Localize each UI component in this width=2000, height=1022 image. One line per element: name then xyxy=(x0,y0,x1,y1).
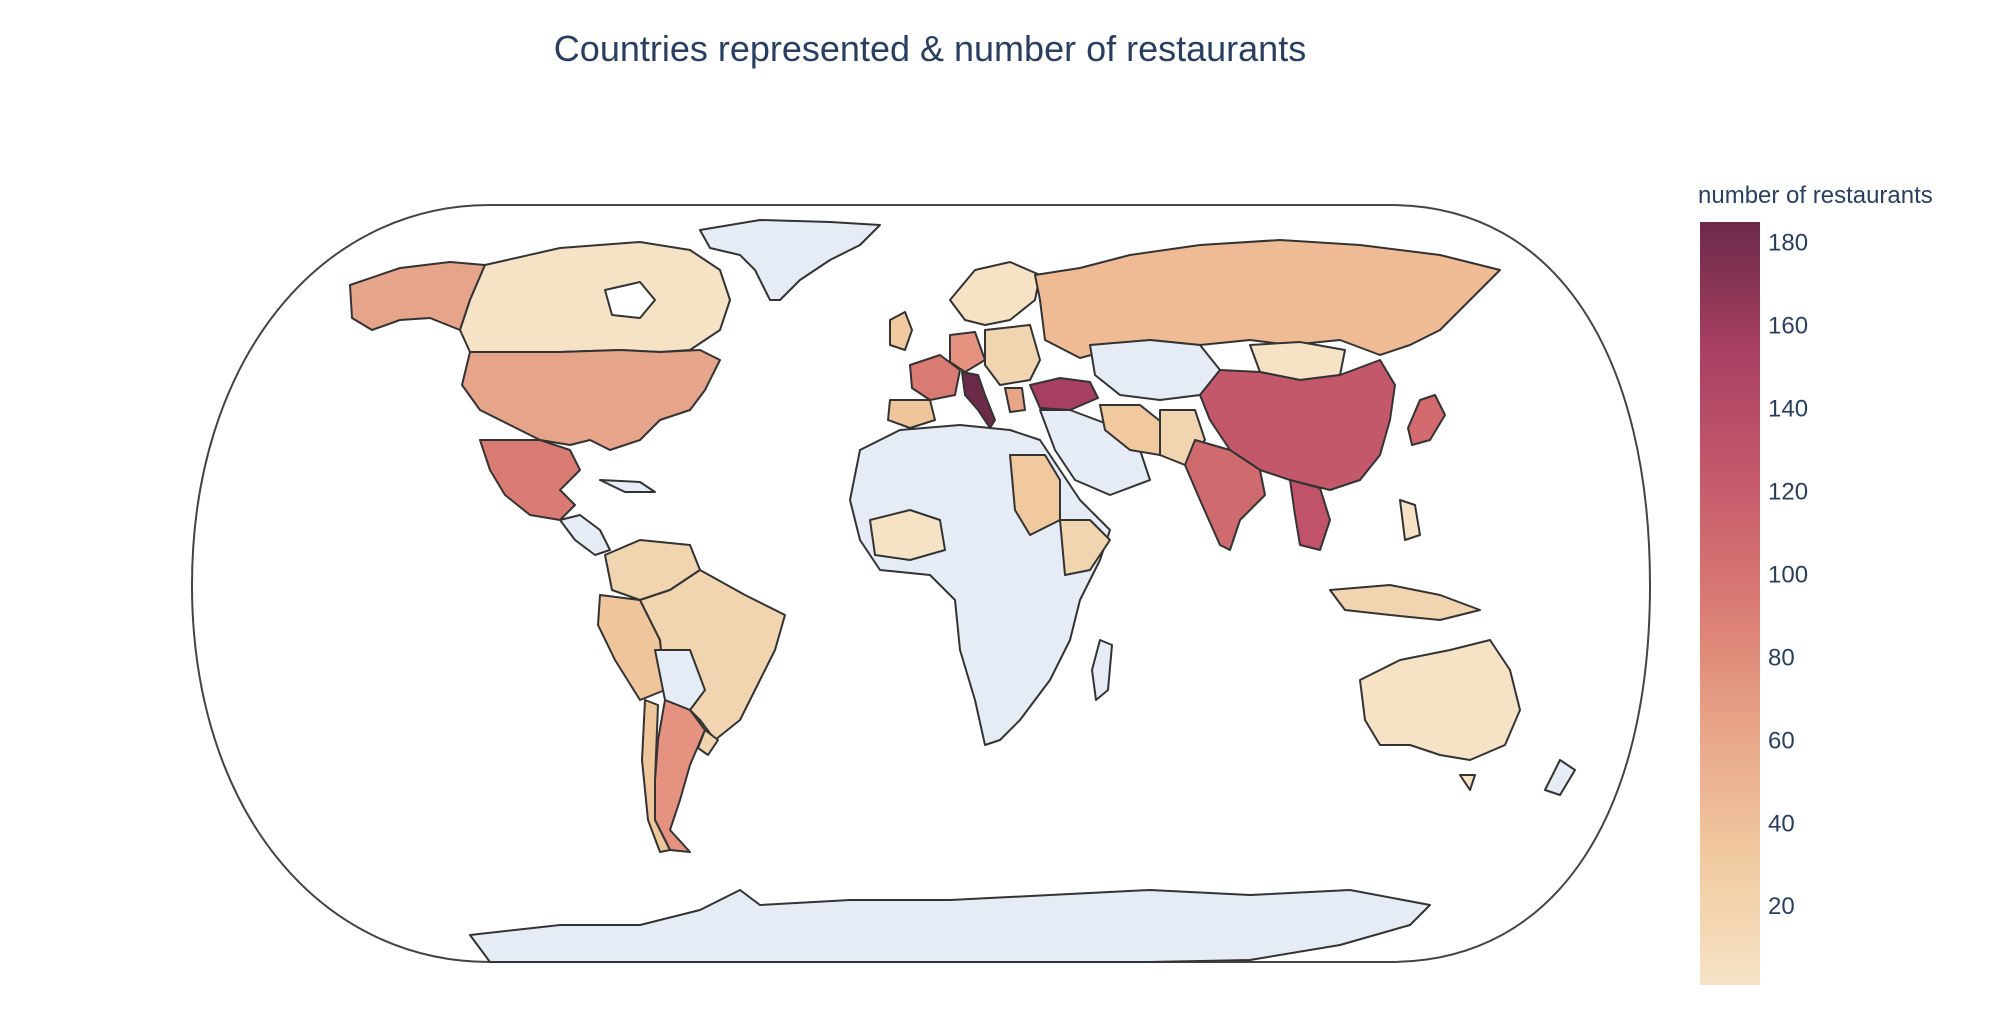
country-tasmania[interactable] xyxy=(1459,774,1476,791)
country-indonesia[interactable] xyxy=(1329,584,1481,621)
colorbar-gradient xyxy=(1700,222,1760,985)
country-france[interactable] xyxy=(909,354,961,401)
country-ethiopia[interactable] xyxy=(1059,519,1111,576)
country-greenland[interactable] xyxy=(699,219,881,301)
hudson-bay xyxy=(604,281,656,319)
country-eastern-europe[interactable] xyxy=(984,324,1041,386)
colorbar-title: number of restaurants xyxy=(1698,182,1933,209)
colorbar-tick-label: 80 xyxy=(1768,644,1795,671)
colorbar-tick-label: 140 xyxy=(1768,396,1808,423)
colorbar-tick-label: 60 xyxy=(1768,727,1795,754)
country-mexico[interactable] xyxy=(479,439,581,521)
country-middle-east[interactable] xyxy=(1039,409,1151,496)
country-india[interactable] xyxy=(1184,439,1266,551)
country-united-kingdom[interactable] xyxy=(889,311,913,351)
country-philippines[interactable] xyxy=(1399,499,1421,541)
chart-title: Countries represented & number of restau… xyxy=(553,28,1307,69)
country-cuba[interactable] xyxy=(599,479,656,493)
country-germany[interactable] xyxy=(949,331,986,373)
country-united-states[interactable] xyxy=(461,349,721,451)
country-new-zealand[interactable] xyxy=(1544,759,1576,796)
country-greece[interactable] xyxy=(1004,387,1026,413)
country-west-africa[interactable] xyxy=(869,509,946,561)
country-spain[interactable] xyxy=(887,399,936,429)
country-thailand[interactable] xyxy=(1289,479,1331,551)
colorbar-tick-label: 160 xyxy=(1768,313,1808,340)
country-italy[interactable] xyxy=(961,371,996,429)
country-japan[interactable] xyxy=(1407,394,1446,446)
country-australia[interactable] xyxy=(1359,639,1521,761)
country-bolivia[interactable] xyxy=(654,649,706,711)
antarctica[interactable] xyxy=(469,889,1431,963)
colorbar-tick-label: 40 xyxy=(1768,810,1795,837)
country-madagascar[interactable] xyxy=(1091,639,1113,701)
colorbar-ticks: 20 40 60 80 100 120 140 160 180 xyxy=(1768,230,1808,920)
colorbar-tick-label: 120 xyxy=(1768,479,1808,506)
colorbar-tick-label: 180 xyxy=(1768,230,1808,257)
country-central-america[interactable] xyxy=(559,514,611,556)
country-turkey[interactable] xyxy=(1029,377,1099,411)
colorbar-tick-label: 20 xyxy=(1768,893,1795,920)
country-scandinavia[interactable] xyxy=(949,261,1041,326)
country-uruguay[interactable] xyxy=(697,729,719,756)
country-chile[interactable] xyxy=(641,699,671,853)
colorbar-tick-label: 100 xyxy=(1768,561,1808,588)
